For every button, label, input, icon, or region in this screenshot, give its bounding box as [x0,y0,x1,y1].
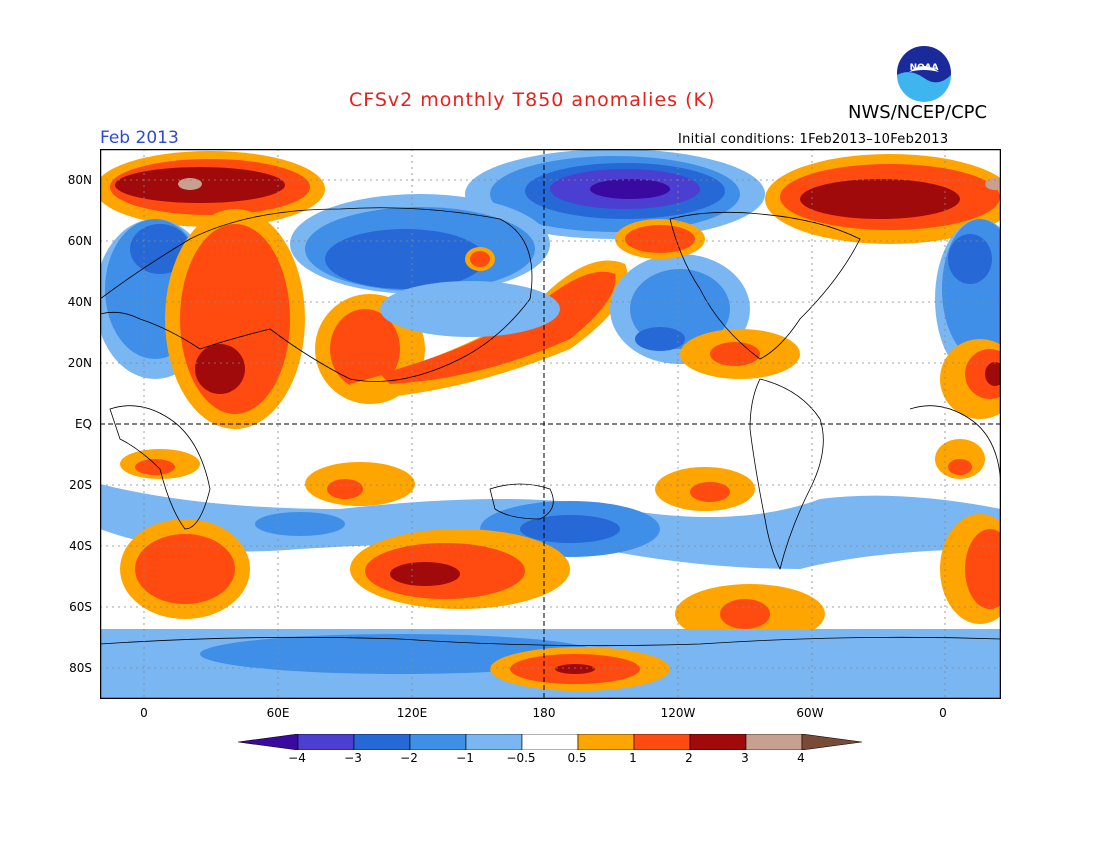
x-tick-label: 60E [266,706,290,720]
y-tick-label: 40S [69,539,92,553]
y-tick-label: 60N [67,234,92,248]
x-tick-label: 120E [396,706,428,720]
colorbar-label: 4 [797,751,805,765]
y-tick-label: 20S [69,478,92,492]
colorbar-segment [689,734,747,750]
colorbar-segment [577,734,635,750]
colorbar-label: −2 [400,751,418,765]
colorbar-label: −4 [288,751,306,765]
continent-outlines [100,207,1001,647]
y-tick-label: 40N [67,295,92,309]
x-tick-label: 120W [660,706,696,720]
colorbar-segment [297,734,355,750]
agency-label: NWS/NCEP/CPC [848,102,988,123]
colorbar-arrow-low [238,734,299,750]
colorbar-label: 2 [685,751,693,765]
colorbar-label: −0.5 [506,751,536,765]
forecast-month: Feb 2013 [100,128,179,148]
y-tick-label: 20N [67,356,92,370]
initial-conditions: Initial conditions: 1Feb2013–10Feb2013 [678,132,949,147]
colorbar-label: −1 [456,751,474,765]
reference-lines [100,149,1001,699]
colorbar-segment [745,734,803,750]
anomaly-map [100,149,1001,699]
colorbar-label: 0.5 [567,751,587,765]
y-tick-label: 80N [67,173,92,187]
anomaly-shading [100,149,1001,699]
colorbar-label: 1 [629,751,637,765]
x-tick-label: 180 [532,706,556,720]
colorbar-segment [409,734,467,750]
colorbar-label: −3 [344,751,362,765]
y-tick-label: 60S [69,600,92,614]
colorbar [238,734,862,750]
grid-lines [100,149,1001,699]
colorbar-arrow-high [801,734,862,750]
colorbar-label: 3 [741,751,749,765]
logo-text: NOAA [910,63,939,73]
y-tick-label: EQ [74,417,92,431]
chart-title: CFSv2 monthly T850 anomalies (K) [349,89,716,111]
noaa-logo-icon: NOAA [894,43,954,103]
colorbar-segment [465,734,523,750]
colorbar-segment [633,734,691,750]
colorbar-segment [521,734,579,750]
x-tick-label: 60W [796,706,824,720]
x-tick-label: 0 [140,706,148,720]
y-tick-label: 80S [69,661,92,675]
x-tick-label: 0 [939,706,947,720]
colorbar-segment [353,734,411,750]
